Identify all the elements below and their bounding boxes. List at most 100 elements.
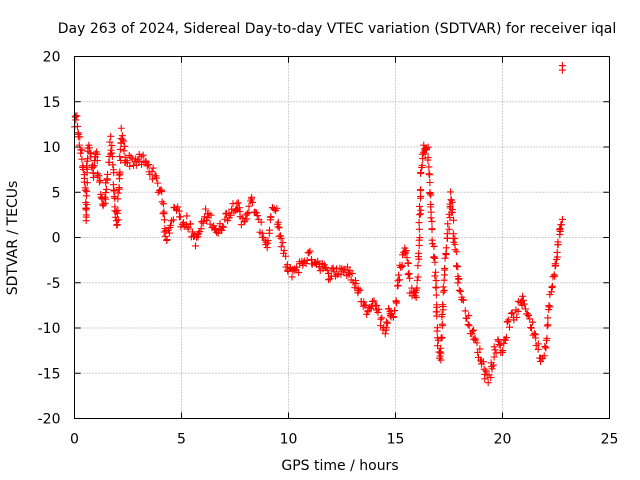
data-point (430, 242, 438, 250)
data-point (482, 367, 490, 375)
data-point (415, 236, 423, 244)
data-point (206, 220, 214, 228)
data-point (395, 276, 403, 284)
data-point (441, 254, 449, 262)
data-point (110, 186, 118, 194)
data-point (153, 174, 161, 182)
data-point (440, 286, 448, 294)
data-point (464, 321, 472, 329)
data-point (530, 330, 538, 338)
data-point (273, 204, 281, 212)
data-point (495, 341, 503, 349)
data-point (540, 352, 548, 360)
data-point (543, 322, 551, 330)
data-point (481, 375, 489, 383)
data-point (503, 334, 511, 342)
data-point (427, 214, 435, 222)
data-point (114, 189, 122, 197)
x-axis-label: GPS time / hours (281, 458, 398, 474)
y-tick-label: -10 (38, 321, 61, 337)
data-point (108, 142, 116, 150)
data-point (199, 217, 207, 225)
data-point (183, 212, 191, 220)
data-point (424, 154, 432, 162)
data-point (218, 226, 226, 234)
data-point (444, 220, 452, 228)
data-point (356, 286, 364, 294)
data-point (432, 291, 440, 299)
data-point (257, 218, 265, 226)
data-point (405, 269, 413, 277)
data-point (513, 313, 521, 321)
data-point (118, 132, 126, 140)
data-point (107, 146, 115, 154)
data-point (115, 171, 123, 179)
data-point (277, 243, 285, 251)
data-point (274, 218, 282, 226)
data-point (202, 205, 210, 213)
data-point (424, 143, 432, 151)
data-point (490, 343, 498, 351)
data-point (433, 327, 441, 335)
data-point (108, 153, 116, 161)
data-point (551, 272, 559, 280)
data-point (544, 321, 552, 329)
data-point (101, 199, 109, 207)
data-point (455, 275, 463, 283)
data-point (167, 221, 175, 229)
data-point (160, 228, 168, 236)
data-point (384, 319, 392, 327)
data-point (428, 218, 436, 226)
data-point (81, 184, 89, 192)
data-point (504, 318, 512, 326)
data-point (442, 244, 450, 252)
data-point (438, 310, 446, 318)
data-point (401, 250, 409, 258)
data-point (454, 279, 462, 287)
data-point (416, 186, 424, 194)
data-point (99, 200, 107, 208)
data-point (558, 215, 566, 223)
data-point (161, 232, 169, 240)
data-point (355, 287, 363, 295)
data-point (431, 272, 439, 280)
data-point (507, 310, 515, 318)
data-point (114, 216, 122, 224)
data-point (470, 326, 478, 334)
data-point (414, 262, 422, 270)
data-point (386, 312, 394, 320)
data-point (159, 200, 167, 208)
data-point (207, 211, 215, 219)
data-point (268, 204, 276, 212)
data-point (93, 150, 101, 158)
data-point (96, 176, 104, 184)
data-point (227, 211, 235, 219)
data-point (431, 258, 439, 266)
data-point (77, 149, 85, 157)
data-point (243, 215, 251, 223)
data-point (76, 133, 84, 141)
y-tick-label: 5 (52, 185, 61, 201)
data-point (93, 157, 101, 165)
data-point (134, 156, 142, 164)
data-point (368, 297, 376, 305)
data-point (370, 297, 378, 305)
data-point (121, 142, 129, 150)
data-point (417, 169, 425, 177)
data-point (411, 292, 419, 300)
data-point (83, 165, 91, 173)
data-point (418, 161, 426, 169)
data-point (243, 209, 251, 217)
data-point (529, 318, 537, 326)
data-point (102, 189, 110, 197)
data-point (525, 311, 533, 319)
data-point (322, 263, 330, 271)
data-point (551, 260, 559, 268)
data-point (426, 179, 434, 187)
plot-frame (74, 56, 610, 419)
data-point (415, 225, 423, 233)
data-point (553, 253, 561, 261)
data-point (522, 305, 530, 313)
data-point (378, 314, 386, 322)
